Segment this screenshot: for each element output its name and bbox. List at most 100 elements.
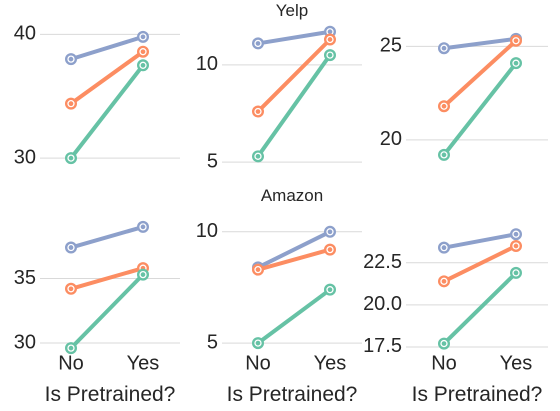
data-point [324,49,336,62]
panel-p4: 30 35 No Yes Is Pretrained? [14,220,180,406]
data-point [324,243,336,256]
data-point-ring [326,286,334,294]
y-tick-label: 20.0 [363,293,402,315]
x-tick-label: Yes [127,353,160,375]
data-point-ring [440,102,448,110]
data-point [324,33,336,46]
data-point-ring [440,339,448,348]
panel-p5: 5 10 Amazon No Yes Is Pretrained? [196,186,362,406]
x-tick-label: No [58,353,84,375]
data-point-ring [254,339,262,347]
data-point-ring [254,107,262,116]
series-line [442,232,518,250]
data-point-ring [67,285,75,293]
data-point [252,263,264,276]
data-point [137,45,149,58]
y-tick-label: 17.5 [363,335,402,357]
series-line [256,37,332,114]
data-point-ring [67,154,75,162]
x-axis-title: Is Pretrained? [412,383,543,406]
y-tick-label: 22.5 [363,251,402,273]
series-line [69,49,145,106]
series-line [442,243,518,284]
panel-p1: 30 40 [14,23,180,168]
data-point-ring [326,228,334,236]
data-point [438,42,450,55]
series-line [256,247,332,272]
y-tick-label: 5 [207,150,218,172]
x-tick-label: Yes [314,353,347,375]
panel-p6: 17.5 20.0 22.5 No Yes Is Pretrained? [363,228,548,406]
data-point [510,266,522,279]
data-point-ring [512,269,520,277]
data-point-ring [512,37,520,45]
y-tick-label: 30 [14,146,36,168]
data-point [252,37,264,50]
data-point-ring [326,35,334,44]
data-point [438,275,450,288]
x-axis-title: Is Pretrained? [227,383,358,406]
y-tick-label: 20 [380,128,402,150]
data-point-ring [326,51,334,59]
data-point-ring [139,61,147,69]
data-point-ring [139,48,147,56]
series-line [69,272,145,351]
data-point-ring [440,151,448,159]
y-tick-label: 30 [14,331,36,353]
data-point [438,241,450,254]
series-line [442,36,518,51]
data-point [65,241,77,254]
data-point [438,148,450,161]
data-point [65,342,77,355]
series-line [69,266,145,291]
series-line [442,270,518,346]
y-tick-label: 10 [196,220,218,242]
data-point [510,34,522,47]
data-point-ring [139,223,147,231]
data-point [137,30,149,43]
data-point-ring [67,344,75,352]
data-point-ring [139,33,147,41]
data-point-ring [254,265,262,274]
data-point [252,105,264,118]
data-point [510,57,522,70]
data-point [510,228,522,241]
x-tick-label: No [431,353,457,375]
series-line [256,287,332,346]
data-point-ring [254,39,262,48]
data-point [324,283,336,296]
data-point [324,225,336,238]
series-line [69,34,145,62]
data-point [65,152,77,165]
data-point [438,100,450,113]
panel-title: Yelp [276,1,308,20]
data-point [137,268,149,281]
data-point [137,59,149,72]
y-tick-label: 25 [380,35,402,57]
series-line [442,61,518,157]
series-line [256,229,332,270]
series-line [256,29,332,46]
data-point [65,53,77,66]
y-tick-label: 40 [14,23,36,45]
y-tick-label: 5 [207,331,218,353]
data-point-ring [512,230,520,238]
data-point-ring [440,244,448,252]
data-point-ring [440,44,448,52]
y-tick-label: 35 [14,267,36,289]
series-line [442,38,518,109]
data-point-ring [326,245,334,254]
data-point [510,239,522,252]
y-tick-label: 10 [196,53,218,75]
x-tick-label: No [245,353,271,375]
data-point [65,282,77,295]
data-point-ring [254,152,262,160]
data-point-ring [67,100,75,108]
data-point [438,337,450,350]
data-point [252,337,264,350]
series-line [69,224,145,250]
data-point [252,150,264,163]
data-point-ring [440,277,448,285]
